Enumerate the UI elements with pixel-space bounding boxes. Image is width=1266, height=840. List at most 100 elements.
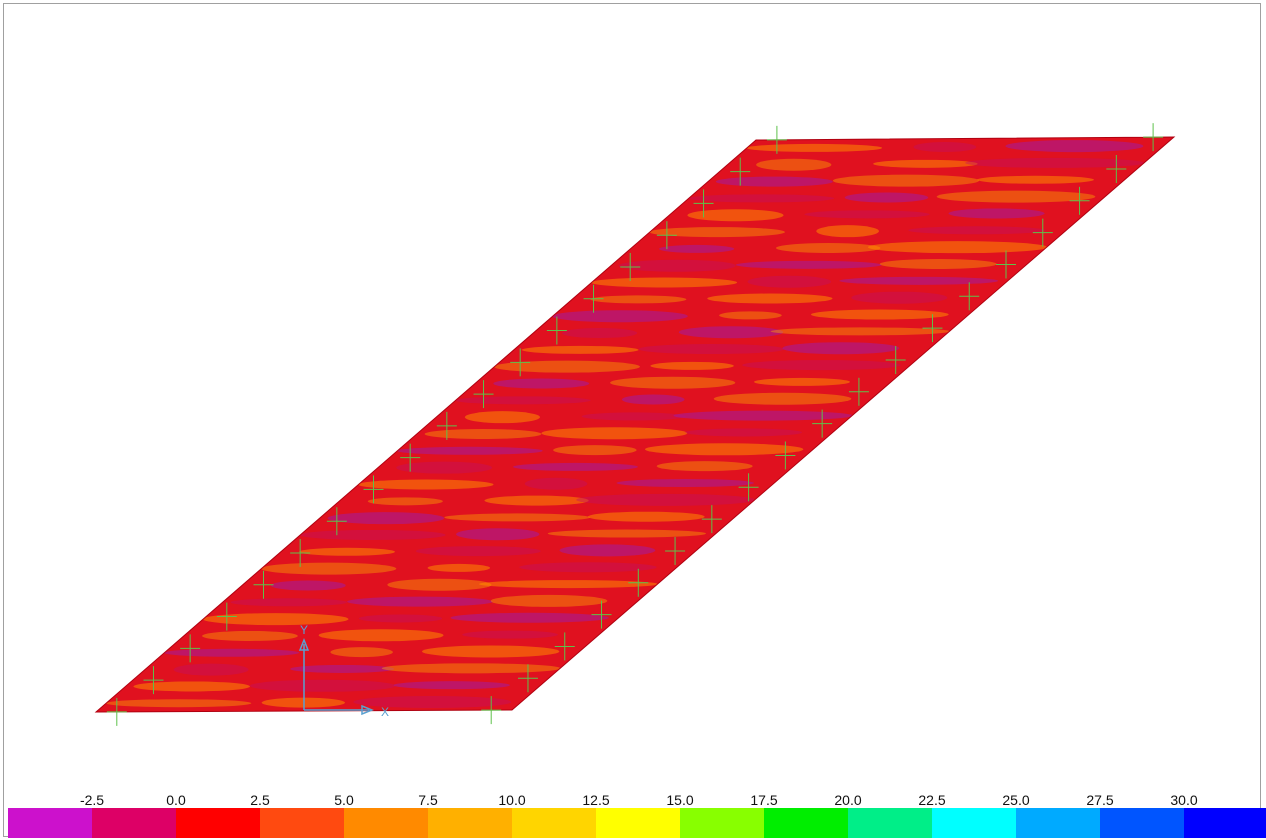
contour-band <box>976 175 1094 184</box>
contour-band <box>591 277 738 288</box>
contour-band <box>559 544 656 557</box>
contour-band <box>719 311 782 320</box>
contour-band <box>782 342 900 355</box>
contour-band <box>318 629 444 642</box>
contour-band <box>621 394 685 405</box>
legend-value-label: 15.0 <box>666 792 694 808</box>
contour-band <box>610 376 736 389</box>
legend-swatch <box>344 808 428 838</box>
contour-band <box>587 511 705 522</box>
contour-band <box>879 258 997 269</box>
contour-band <box>330 647 393 658</box>
contour-band <box>358 479 494 490</box>
contour-band <box>450 612 609 623</box>
color-scale-legend: -2.5 0.0 2.5 5.0 7.5 10.0 12.5 15.0 17.5 20.0 22.5… <box>8 788 1266 840</box>
contour-band <box>202 613 349 626</box>
contour-band <box>673 410 853 421</box>
contour-band <box>133 681 250 692</box>
contour-band <box>393 681 510 690</box>
contour-band <box>756 158 832 171</box>
contour-band <box>173 663 249 676</box>
contour-band <box>659 244 735 253</box>
legend-swatch <box>680 808 764 838</box>
grid-ticks <box>106 123 1164 726</box>
x-axis-label: X <box>381 705 389 719</box>
contour-band <box>616 479 755 488</box>
contour-band <box>381 663 561 674</box>
contour-band <box>685 428 802 437</box>
contour-band <box>261 562 397 575</box>
contour-band <box>650 361 734 370</box>
contour-band <box>1005 140 1144 153</box>
legend-value-label: 27.5 <box>1086 792 1114 808</box>
contour-band <box>867 241 1048 254</box>
contour-band <box>478 580 659 589</box>
contour-band <box>424 429 542 440</box>
contour-band <box>299 529 446 540</box>
legend-value-label: 7.5 <box>418 792 438 808</box>
contour-band <box>299 547 395 556</box>
slab-contour[interactable] <box>4 4 1262 794</box>
contour-band <box>493 360 640 373</box>
contour-band <box>202 630 298 641</box>
model-view[interactable]: Y X <box>4 4 1262 794</box>
contour-band <box>707 293 833 304</box>
contour-band <box>908 226 1047 235</box>
legend-value-label: 0.0 <box>166 792 186 808</box>
contour-band <box>832 174 980 187</box>
contour-band <box>512 462 639 471</box>
contour-band <box>444 513 591 522</box>
contour-band <box>387 578 492 591</box>
legend-value-label: 22.5 <box>918 792 946 808</box>
contour-band <box>561 328 638 339</box>
contour-band <box>844 192 929 203</box>
contour-band <box>581 412 686 421</box>
contour-band <box>649 227 785 238</box>
contour-band <box>553 445 637 456</box>
contour-band <box>163 648 300 657</box>
contour-band <box>816 225 879 238</box>
viewport-frame: Y X <box>3 3 1261 837</box>
axis-indicator: Y X <box>298 623 389 719</box>
legend-labels: -2.5 0.0 2.5 5.0 7.5 10.0 12.5 15.0 17.5 20.0 22.5… <box>8 788 1266 810</box>
contour-band <box>290 664 395 673</box>
contour-band <box>552 310 688 323</box>
legend-swatch <box>1016 808 1100 838</box>
contour-band <box>396 461 493 474</box>
legend-value-label: 2.5 <box>250 792 270 808</box>
contour-band <box>715 176 833 187</box>
contour-band <box>810 309 949 320</box>
contour-band <box>873 159 978 168</box>
contour-band <box>493 378 590 389</box>
contour-band <box>770 327 951 336</box>
contour-band <box>851 291 948 304</box>
legend-swatch <box>1100 808 1184 838</box>
contour-band <box>638 344 785 355</box>
contour-band <box>742 360 901 371</box>
contour-band <box>521 345 639 354</box>
contour-band <box>421 645 560 658</box>
contour-band <box>456 528 540 541</box>
legend-swatch <box>596 808 680 838</box>
legend-value-label: 20.0 <box>834 792 862 808</box>
contour-band <box>415 546 541 557</box>
contour-bands <box>105 140 1145 709</box>
contour-band <box>713 392 852 405</box>
contour-band <box>936 190 1096 203</box>
contour-band <box>230 598 348 607</box>
contour-band <box>427 563 491 572</box>
legend-swatch <box>1184 808 1266 838</box>
contour-band <box>541 427 688 440</box>
legend-swatch <box>8 808 92 838</box>
contour-band <box>358 614 443 623</box>
contour-band <box>644 443 804 456</box>
y-axis-label: Y <box>300 623 308 637</box>
contour-band <box>746 143 883 152</box>
contour-band <box>524 477 588 490</box>
legend-value-label: -2.5 <box>79 792 105 808</box>
legend-swatch <box>764 808 848 838</box>
contour-band <box>353 696 512 709</box>
legend-value-label: 10.0 <box>498 792 526 808</box>
legend-value-label: 25.0 <box>1002 792 1030 808</box>
contour-band <box>678 326 784 339</box>
